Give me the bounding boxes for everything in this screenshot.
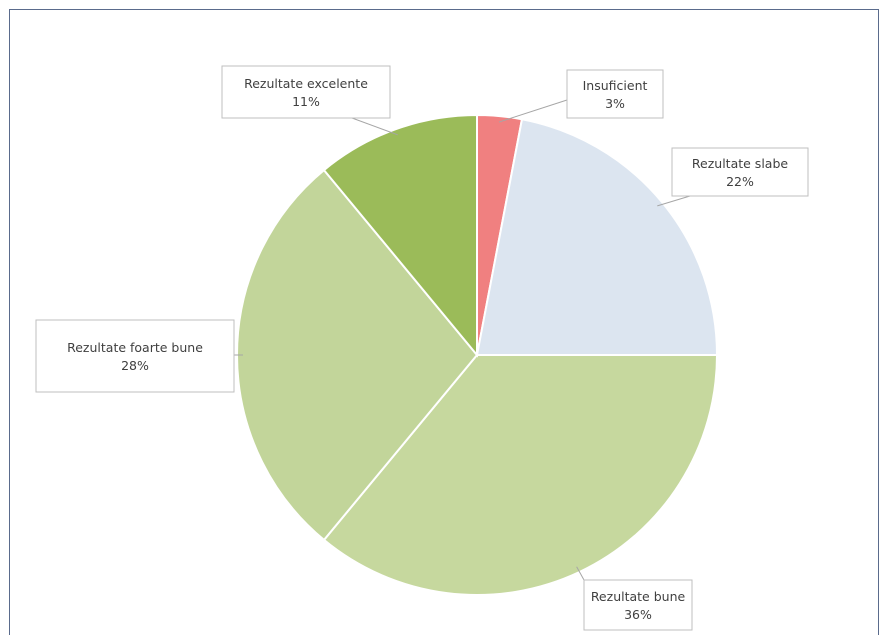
- callout-box: [221, 65, 391, 119]
- data-label-value: 11%: [292, 94, 320, 109]
- data-label-callout: Rezultate excelente 11%: [221, 65, 391, 119]
- pie-slice-rezultate-excelente: [322, 113, 478, 358]
- data-label-value: 3%: [605, 96, 625, 111]
- callout-box: [583, 579, 693, 631]
- data-label-callout: Insuficient 3%: [566, 69, 664, 119]
- callout-box: [35, 319, 235, 393]
- data-label-value: 22%: [726, 174, 754, 189]
- data-label-callout: Rezultate slabe 22%: [671, 147, 809, 197]
- pie-slice-rezultate-slabe: [475, 118, 719, 356]
- callout-box: [671, 147, 809, 197]
- data-label-category: Rezultate slabe: [692, 156, 788, 171]
- leader-line: [351, 117, 398, 136]
- leader-line: [657, 195, 691, 207]
- data-label-callout: Rezultate bune 36%: [583, 579, 693, 631]
- data-label-category: Rezultate bune: [591, 589, 686, 604]
- data-label-category: Insuficient: [583, 78, 648, 93]
- data-label-value: 36%: [624, 607, 652, 622]
- data-label-callout: Rezultate foarte bune 28%: [35, 319, 235, 393]
- data-label-value: 28%: [121, 358, 149, 373]
- data-label-category: Rezultate excelente: [244, 76, 368, 91]
- leader-line: [576, 566, 585, 581]
- leader-line: [498, 99, 568, 123]
- data-label-category: Rezultate foarte bune: [67, 340, 203, 355]
- callout-box: [566, 69, 664, 119]
